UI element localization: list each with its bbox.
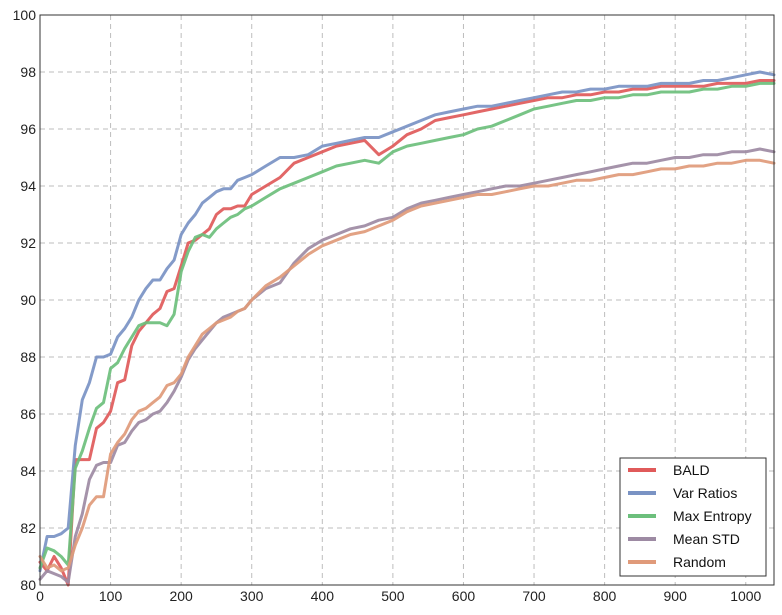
series-line-max-entropy (38, 81, 776, 570)
x-tick-label: 500 (381, 588, 405, 604)
series-line-mean-std (38, 147, 776, 584)
x-tick-label: 400 (311, 588, 335, 604)
x-tick-label: 700 (522, 588, 546, 604)
x-tick-label: 0 (36, 588, 44, 604)
y-tick-label: 96 (20, 121, 36, 137)
series-lines (38, 70, 776, 587)
x-tick-label: 300 (240, 588, 264, 604)
legend-label-mean-std: Mean STD (673, 531, 740, 547)
y-tick-label: 100 (13, 7, 37, 23)
tick-labels: 0 100 200 300 400 500 600 700 800 900 1000 80 82 84 86… (13, 7, 762, 604)
y-tick-label: 98 (20, 64, 36, 80)
y-tick-label: 88 (20, 349, 36, 365)
legend-label-max-entropy: Max Entropy (673, 508, 752, 524)
y-tick-label: 84 (20, 463, 36, 479)
legend-label-var-ratios: Var Ratios (673, 485, 737, 501)
series-line-random (38, 158, 776, 573)
x-tick-label: 100 (99, 588, 123, 604)
series-line-bald (38, 79, 776, 587)
y-tick-label: 90 (20, 292, 36, 308)
series-line-var-ratios (38, 70, 776, 573)
y-tick-label: 80 (20, 577, 36, 593)
plot-frame (39, 14, 775, 586)
y-tick-label: 94 (20, 178, 36, 194)
y-tick-label: 92 (20, 235, 36, 251)
x-tick-label: 600 (452, 588, 476, 604)
y-tick-label: 82 (20, 520, 36, 536)
x-tick-label: 800 (593, 588, 617, 604)
legend-label-random: Random (673, 554, 726, 570)
y-tick-label: 86 (20, 406, 36, 422)
legend-label-bald: BALD (673, 462, 710, 478)
legend: BALD Var Ratios Max Entropy Mean STD Random (619, 457, 767, 577)
x-tick-label: 200 (169, 588, 193, 604)
x-tick-label: 1000 (730, 588, 761, 604)
x-tick-label: 900 (664, 588, 688, 604)
